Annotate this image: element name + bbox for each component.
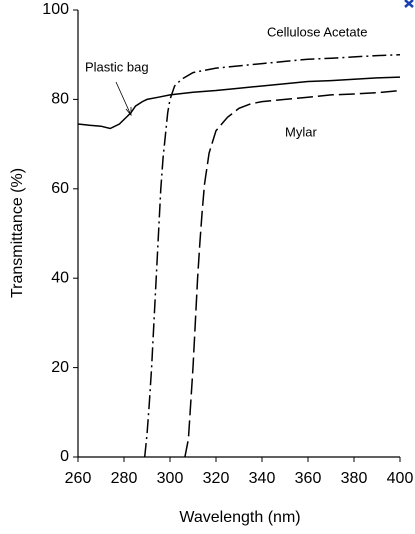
y-axis-title: Transmittance (%) bbox=[9, 168, 26, 298]
y-tick-label: 0 bbox=[60, 448, 69, 465]
series-label: Plastic bag bbox=[85, 59, 149, 74]
series-label: Mylar bbox=[285, 124, 317, 139]
annotation-arrowhead bbox=[125, 107, 132, 117]
x-tick-label: 260 bbox=[65, 470, 92, 487]
x-tick-label: 320 bbox=[203, 470, 230, 487]
y-tick-label: 80 bbox=[51, 91, 69, 108]
x-tick-label: 300 bbox=[157, 470, 184, 487]
y-tick-label: 40 bbox=[51, 269, 69, 286]
series-line bbox=[184, 89, 401, 458]
series-line bbox=[77, 76, 401, 130]
series-line bbox=[143, 53, 401, 458]
x-tick-label: 340 bbox=[249, 470, 276, 487]
x-tick-label: 400 bbox=[387, 470, 414, 487]
close-icon bbox=[404, 0, 414, 8]
x-tick-label: 360 bbox=[295, 470, 322, 487]
y-tick-label: 60 bbox=[51, 180, 69, 197]
x-axis-title: Wavelength (nm) bbox=[179, 509, 300, 526]
annotation-arrow bbox=[115, 81, 131, 114]
series-label: Cellulose Acetate bbox=[267, 24, 367, 39]
x-tick-label: 380 bbox=[341, 470, 368, 487]
y-tick-label: 100 bbox=[42, 1, 69, 18]
y-tick-label: 20 bbox=[51, 359, 69, 376]
x-tick-label: 280 bbox=[111, 470, 138, 487]
